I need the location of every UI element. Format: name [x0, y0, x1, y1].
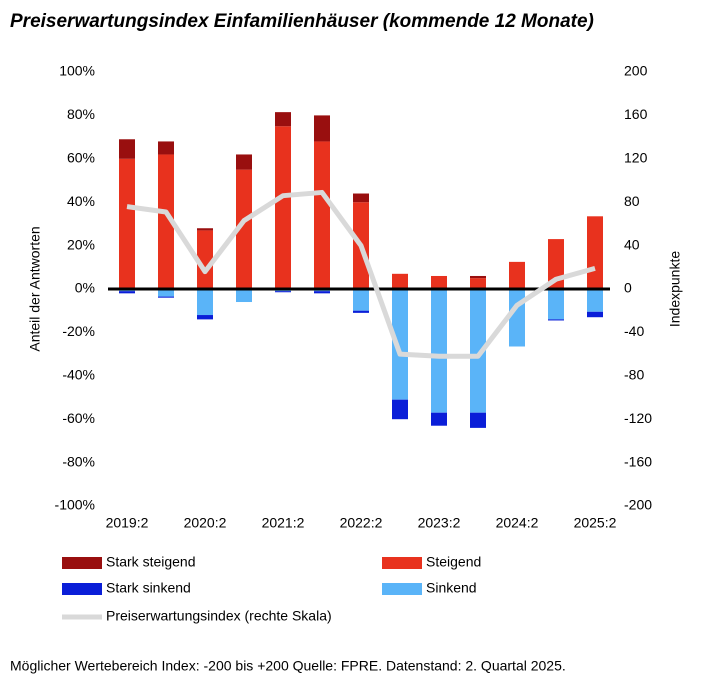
x-tick-label: 2022:2 — [340, 515, 383, 531]
bar-segment — [470, 289, 486, 413]
legend-swatch — [382, 557, 422, 569]
x-tick-label: 2023:2 — [418, 515, 461, 531]
y2-tick-label: 40 — [624, 236, 640, 252]
y2-axis-label: Indexpunkte — [667, 251, 683, 327]
bar-segment — [548, 319, 564, 321]
bar-segment — [431, 412, 447, 426]
y-tick-label: -100% — [55, 497, 95, 513]
bar-segment — [275, 291, 291, 293]
legend-label: Stark sinkend — [106, 580, 191, 596]
legend-label: Stark steigend — [106, 554, 196, 570]
y2-tick-label: -80 — [624, 367, 644, 383]
bar-segment — [158, 296, 174, 298]
bar-segment — [158, 289, 174, 297]
bar-segment — [353, 193, 369, 203]
bar-segment — [431, 275, 447, 289]
bar-segment — [119, 139, 135, 159]
bar-segment — [353, 289, 369, 311]
bar-segment — [509, 261, 525, 289]
y-tick-label: 100% — [59, 63, 95, 79]
y-tick-label: -80% — [62, 453, 95, 469]
bar-segment — [197, 228, 213, 231]
chart-title: Preiserwartungsindex Einfamilienhäuser (… — [10, 11, 594, 32]
x-tick-label: 2025:2 — [574, 515, 617, 531]
bar-segment — [197, 315, 213, 320]
bar-segment — [119, 291, 135, 294]
y2-tick-label: 200 — [624, 63, 648, 79]
y2-tick-label: 80 — [624, 193, 640, 209]
bar-segment — [470, 278, 486, 289]
bar-segment — [587, 289, 603, 312]
y-tick-label: 0% — [75, 280, 95, 296]
y2-tick-label: -120 — [624, 410, 652, 426]
y-tick-label: 80% — [67, 106, 95, 122]
legend-swatch — [62, 557, 102, 569]
bar-segment — [509, 289, 525, 347]
bar-segment — [236, 169, 252, 289]
y2-tick-label: -160 — [624, 453, 652, 469]
bar-segment — [353, 310, 369, 313]
y-tick-label: -60% — [62, 410, 95, 426]
bar-segment — [314, 141, 330, 289]
y-tick-label: -40% — [62, 367, 95, 383]
y-tick-label: 40% — [67, 193, 95, 209]
bar-segment — [236, 289, 252, 303]
bar-segment — [197, 289, 213, 316]
bar-segment — [548, 289, 564, 320]
legend-label: Steigend — [426, 554, 481, 570]
legend-swatch — [62, 583, 102, 595]
y-tick-label: -20% — [62, 323, 95, 339]
legend-swatch — [382, 583, 422, 595]
bar-segment — [119, 158, 135, 289]
x-tick-label: 2021:2 — [262, 515, 305, 531]
bar-segment — [470, 412, 486, 428]
y2-tick-label: 0 — [624, 280, 632, 296]
x-tick-label: 2020:2 — [184, 515, 227, 531]
legend-label: Preiserwartungsindex (rechte Skala) — [106, 608, 332, 624]
bar-segment — [431, 289, 447, 413]
bar-segment — [275, 126, 291, 289]
legend-label: Sinkend — [426, 580, 477, 596]
index-line — [126, 189, 596, 359]
bar-segment — [314, 115, 330, 142]
x-tick-label: 2024:2 — [496, 515, 539, 531]
bar-segment — [392, 289, 408, 400]
y-tick-label: 20% — [67, 236, 95, 252]
y2-tick-label: -40 — [624, 323, 644, 339]
y2-tick-label: 160 — [624, 106, 648, 122]
y2-tick-label: 120 — [624, 150, 648, 166]
bar-segment — [392, 273, 408, 289]
y2-tick-label: -200 — [624, 497, 652, 513]
bar-segment — [158, 154, 174, 289]
bar-segment — [587, 311, 603, 318]
bar-segment — [314, 291, 330, 294]
bar-segment — [275, 112, 291, 127]
x-tick-label: 2019:2 — [106, 515, 149, 531]
bar-segment — [587, 216, 603, 289]
bar-segment — [236, 154, 252, 170]
y-axis-label: Anteil der Antworten — [27, 226, 43, 351]
bar-segment — [197, 230, 213, 289]
footnote: Möglicher Wertebereich Index: -200 bis +… — [10, 658, 566, 674]
bar-segment — [392, 399, 408, 420]
y-tick-label: 60% — [67, 150, 95, 166]
bar-segment — [158, 141, 174, 155]
bar-segment — [470, 275, 486, 279]
